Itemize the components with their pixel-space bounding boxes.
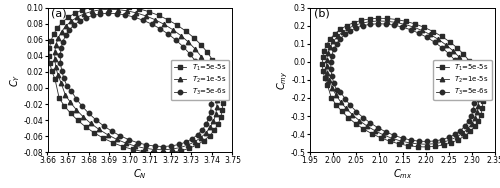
Y-axis label: $C_Y$: $C_Y$ [8,73,22,87]
$T_3$=5e-6s [466,80,471,82]
$T_3$=5e-6s [383,131,389,133]
$T_2$=1e-5s [208,71,214,73]
X-axis label: $C_N$: $C_N$ [133,167,147,181]
Y-axis label: $C_{my}$: $C_{my}$ [276,70,289,90]
$T_3$=5e-6s [466,80,471,82]
$T_2$=1e-5s [454,136,460,138]
$T_3$=5e-6s [93,119,99,121]
$T_2$=1e-5s [327,46,333,48]
$T_2$=1e-5s [466,69,472,72]
Line: $T_3$=5e-6s: $T_3$=5e-6s [328,21,476,144]
$T_3$=5e-6s [424,140,430,143]
Legend: $T_1$=5e-5s, $T_2$=1e-5s, $T_3$=5e-6s: $T_1$=5e-5s, $T_2$=1e-5s, $T_3$=5e-6s [171,60,229,100]
$T_2$=1e-5s [55,37,61,39]
$T_1$=5e-5s [352,122,358,125]
$T_2$=1e-5s [192,141,198,143]
$T_1$=5e-5s [424,146,430,148]
$T_2$=1e-5s [132,145,138,147]
$T_1$=5e-5s [214,67,220,69]
$T_3$=5e-6s [202,76,207,78]
$T_3$=5e-6s [134,142,140,144]
Text: (b): (b) [314,9,330,19]
$T_2$=1e-5s [375,20,381,22]
$T_2$=1e-5s [204,63,210,65]
$T_3$=5e-6s [400,137,406,139]
$T_3$=5e-6s [198,68,203,70]
$T_1$=5e-5s [378,137,384,139]
$T_2$=1e-5s [356,119,362,122]
$T_3$=5e-6s [330,48,336,51]
$T_2$=1e-5s [114,138,119,140]
$T_1$=5e-5s [50,33,56,35]
$T_3$=5e-6s [462,72,468,75]
$T_3$=5e-6s [202,76,207,78]
$T_1$=5e-5s [160,152,166,154]
$T_2$=1e-5s [106,8,112,10]
$T_1$=5e-5s [210,59,216,61]
$T_1$=5e-5s [471,66,477,69]
$T_2$=1e-5s [380,134,386,136]
$T_3$=5e-6s [360,116,366,119]
$T_2$=1e-5s [470,77,476,79]
$T_3$=5e-6s [160,145,166,148]
$T_3$=5e-6s [117,135,123,137]
Line: $T_2$=1e-5s: $T_2$=1e-5s [52,7,219,152]
$T_3$=5e-6s [106,12,112,14]
$T_1$=5e-5s [214,67,220,69]
$T_1$=5e-5s [106,4,112,6]
$T_1$=5e-5s [456,139,462,141]
$T_1$=5e-5s [474,74,480,76]
Line: $T_1$=5e-5s: $T_1$=5e-5s [47,3,225,155]
$T_2$=1e-5s [160,149,166,151]
$T_1$=5e-5s [194,144,200,146]
X-axis label: $C_{mx}$: $C_{mx}$ [393,167,412,181]
$T_2$=1e-5s [208,71,214,73]
$T_3$=5e-6s [452,133,458,136]
$T_2$=1e-5s [424,143,430,145]
$T_2$=1e-5s [470,77,476,79]
$T_1$=5e-5s [474,74,480,76]
$T_1$=5e-5s [376,17,382,19]
$T_2$=1e-5s [398,140,404,142]
$T_3$=5e-6s [189,138,195,140]
Line: $T_2$=1e-5s: $T_2$=1e-5s [324,19,481,146]
$T_3$=5e-6s [375,23,381,25]
Legend: $T_1$=5e-5s, $T_2$=1e-5s, $T_3$=5e-6s: $T_1$=5e-5s, $T_2$=1e-5s, $T_3$=5e-6s [434,60,492,100]
$T_1$=5e-5s [82,126,88,128]
Text: (a): (a) [51,9,67,19]
$T_3$=5e-6s [60,40,66,43]
$T_1$=5e-5s [110,142,116,144]
Line: $T_1$=5e-5s: $T_1$=5e-5s [320,16,485,149]
$T_2$=1e-5s [88,122,94,124]
Line: $T_3$=5e-6s: $T_3$=5e-6s [58,11,214,149]
$T_1$=5e-5s [396,143,402,145]
$T_1$=5e-5s [130,148,136,151]
$T_1$=5e-5s [324,43,330,46]
